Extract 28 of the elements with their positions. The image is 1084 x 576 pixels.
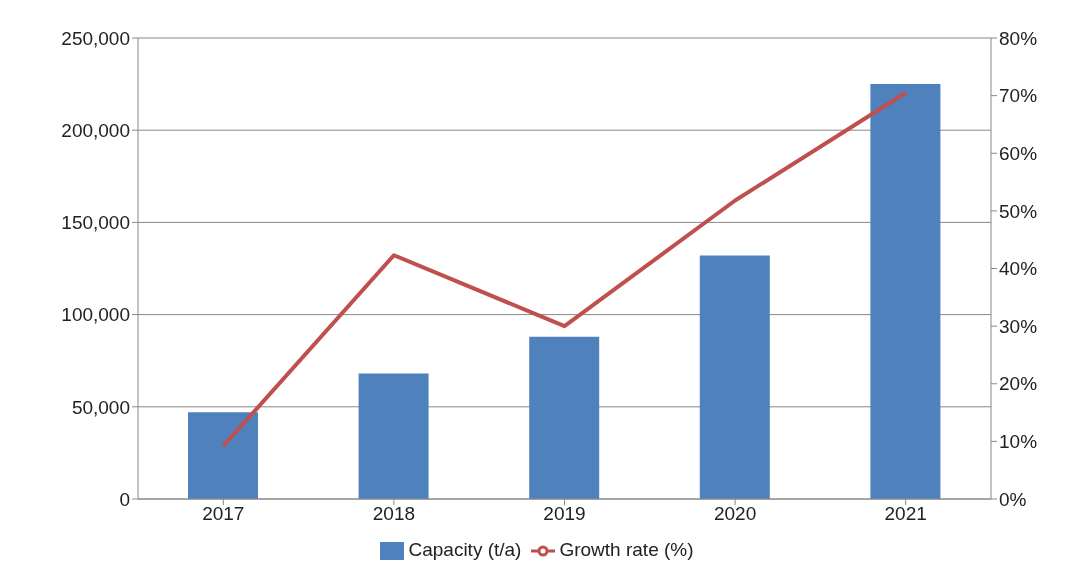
y-tick-label: 150,000 (61, 212, 130, 234)
bar (358, 373, 429, 499)
y-tick-label: 100,000 (61, 304, 130, 326)
y-tick-label: 200,000 (61, 119, 130, 141)
y2-tick-label: 70% (999, 85, 1038, 107)
line-series (221, 90, 908, 448)
y2-tick-label: 80% (999, 27, 1038, 49)
x-tick-label: 2021 (884, 503, 927, 525)
y-tick-label: 250,000 (61, 27, 130, 49)
y-tick-label: 0 (119, 488, 130, 510)
y2-tick-label: 10% (999, 431, 1038, 453)
legend-label: Capacity (t/a) (408, 539, 522, 561)
y2-tick-label: 60% (999, 142, 1038, 164)
x-tick-label: 2017 (202, 503, 245, 525)
bar (870, 84, 941, 499)
legend-label: Growth rate (%) (559, 539, 694, 561)
y2-tick-label: 30% (999, 315, 1038, 337)
bar (699, 255, 770, 499)
y-tick-label: 50,000 (71, 396, 130, 418)
bar (188, 412, 258, 499)
y2-tick-label: 20% (999, 373, 1038, 395)
y2-tick-label: 40% (999, 258, 1038, 280)
bar (529, 336, 600, 499)
x-tick-label: 2020 (713, 503, 757, 525)
x-tick-label: 2018 (372, 503, 416, 525)
y2-tick-label: 50% (999, 200, 1038, 222)
x-tick-label: 2019 (543, 503, 586, 525)
y2-tick-label: 0% (999, 488, 1027, 510)
